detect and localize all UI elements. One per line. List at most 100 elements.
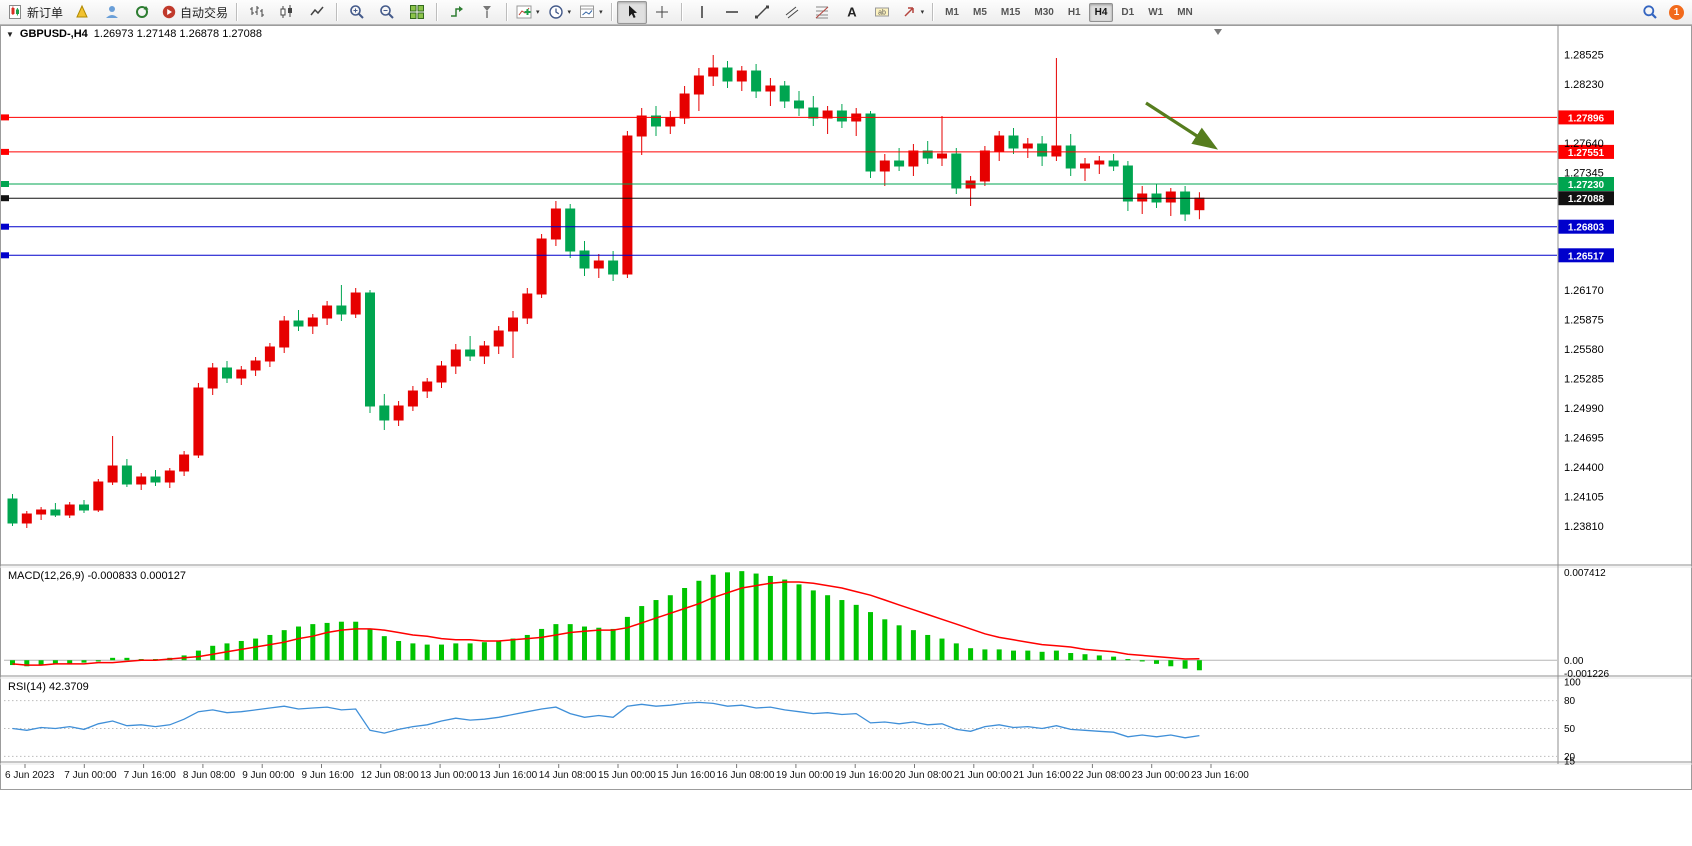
svg-text:A: A (847, 5, 857, 20)
toolbar-separator (236, 3, 239, 21)
level-left-marker (1, 252, 9, 259)
timeframe-w1[interactable]: W1 (1148, 6, 1164, 18)
level-line-1.27551[interactable] (1, 148, 1557, 155)
vline-icon (694, 4, 710, 20)
macd-panel (4, 571, 1557, 671)
autotrading-icon (161, 4, 177, 20)
notification-badge[interactable]: 1 (1669, 4, 1684, 20)
price-tag-1.27230: 1.27230 (1558, 177, 1614, 191)
level-line-1.27230[interactable] (1, 181, 1557, 187)
chart-shift-button[interactable] (472, 1, 502, 24)
tile-windows-button[interactable] (402, 1, 432, 24)
svg-text:23 Jun 16:00: 23 Jun 16:00 (1191, 770, 1249, 781)
svg-text:1.26803: 1.26803 (1568, 223, 1605, 234)
svg-text:80: 80 (1564, 696, 1576, 707)
fibo-icon (814, 4, 830, 20)
label-icon: ab (874, 4, 890, 20)
tile-icon (409, 4, 425, 20)
macd-axis[interactable]: 0.007412 0.00 -0.001226 (1564, 568, 1609, 680)
panel-splitter[interactable] (0, 675, 1692, 679)
line-chart-button[interactable] (302, 1, 332, 24)
level-line-1.26517[interactable] (1, 252, 1557, 259)
timeframe-h4[interactable]: H4 (1088, 2, 1114, 22)
indicators-button[interactable]: ▾ (512, 1, 544, 24)
hline-icon (724, 4, 740, 20)
price-tag-1.26803: 1.26803 (1558, 219, 1614, 234)
trendline-button[interactable] (747, 1, 777, 24)
candlestick-chart-button[interactable] (272, 1, 302, 24)
price-tag-1.27896: 1.27896 (1558, 110, 1614, 125)
chevron-down-icon[interactable]: ▾ (920, 9, 925, 16)
text-icon: A (844, 4, 860, 20)
timeframe-m5[interactable]: M5 (973, 6, 987, 18)
auto-scroll-button[interactable] (442, 1, 472, 24)
bars-icon (249, 4, 265, 20)
panel-splitter[interactable] (0, 761, 1692, 765)
bar-chart-button[interactable] (242, 1, 272, 24)
refresh-button[interactable] (127, 1, 157, 24)
arrows-button[interactable]: ▾ (897, 1, 929, 24)
profile-button[interactable] (97, 1, 127, 24)
timeframe-m1[interactable]: M1 (945, 6, 959, 18)
svg-text:1.27230: 1.27230 (1568, 180, 1605, 191)
zoom-in-icon (349, 4, 365, 20)
periods-button[interactable]: ▾ (544, 1, 576, 24)
autotrading-button[interactable]: 自动交易 (157, 1, 232, 24)
cursor-icon (624, 4, 640, 20)
svg-text:1.25875: 1.25875 (1564, 315, 1604, 327)
svg-text:1.26517: 1.26517 (1568, 251, 1605, 262)
text-label-button[interactable]: ab (867, 1, 897, 24)
timeframe-m15[interactable]: M15 (1000, 6, 1021, 18)
level-line-1.27088[interactable] (1, 195, 1557, 202)
cursor-button[interactable] (616, 0, 647, 24)
svg-text:0.007412: 0.007412 (1564, 568, 1606, 579)
autoscroll-icon (449, 4, 465, 20)
chevron-down-icon[interactable]: ▾ (567, 9, 572, 16)
svg-text:ab: ab (878, 10, 886, 17)
toolbar-separator (932, 3, 935, 21)
svg-text:19 Jun 16:00: 19 Jun 16:00 (835, 770, 893, 781)
level-left-marker (1, 148, 9, 155)
zoom-out-icon (379, 4, 395, 20)
svg-text:1.27551: 1.27551 (1568, 148, 1605, 159)
chart-canvas[interactable]: 1.27896 1.27551 1.27230 1.27088 1.26803 1.265… (0, 25, 1692, 846)
fibonacci-button[interactable] (807, 1, 837, 24)
metaeditor-button[interactable] (67, 1, 97, 24)
timeframe-d1[interactable]: D1 (1121, 6, 1135, 18)
svg-text:22 Jun 08:00: 22 Jun 08:00 (1072, 770, 1130, 781)
vertical-line-button[interactable] (687, 1, 717, 24)
chevron-down-icon[interactable]: ▾ (536, 9, 540, 16)
horizontal-line-button[interactable] (717, 1, 747, 24)
price-tag-1.26517: 1.26517 (1558, 248, 1614, 263)
candles-icon (279, 4, 295, 20)
search-button[interactable] (1635, 1, 1665, 24)
timeframe-mn[interactable]: MN (1177, 6, 1193, 18)
trend-arrow[interactable] (1145, 101, 1219, 150)
chevron-down-icon[interactable]: ▾ (599, 9, 603, 16)
linechart-icon (309, 4, 325, 20)
text-button[interactable]: A (837, 1, 867, 24)
timeframe-h1[interactable]: H1 (1067, 6, 1081, 18)
channel-icon (784, 4, 800, 20)
level-line-1.27896[interactable] (1, 114, 1557, 121)
rsi-panel (4, 700, 1557, 757)
svg-text:50: 50 (1564, 724, 1576, 735)
price-axis[interactable]: 1.28525 1.28230 1.27640 1.27345 1.26170 1.258… (1564, 50, 1604, 534)
zoom-out-button[interactable] (372, 1, 402, 24)
crosshair-button[interactable] (647, 1, 677, 24)
templates-button[interactable]: ▾ (575, 1, 607, 24)
equidistant-channel-button[interactable] (777, 1, 807, 24)
toolbar-separator (610, 3, 613, 21)
time-axis[interactable]: 6 Jun 2023 7 Jun 00:00 7 Jun 16:00 8 Jun 08… (5, 764, 1249, 781)
level-line-1.26803[interactable] (1, 223, 1557, 230)
crosshair-icon (654, 4, 670, 20)
svg-text:1.28230: 1.28230 (1564, 79, 1604, 91)
new-order-button[interactable]: 新订单 (4, 1, 67, 24)
panel-splitter[interactable] (0, 564, 1692, 568)
level-left-marker (1, 195, 9, 202)
timeframe-m30[interactable]: M30 (1034, 6, 1054, 18)
svg-text:1.25285: 1.25285 (1564, 374, 1604, 386)
zoom-in-button[interactable] (342, 1, 372, 24)
svg-text:0.00: 0.00 (1564, 656, 1584, 667)
